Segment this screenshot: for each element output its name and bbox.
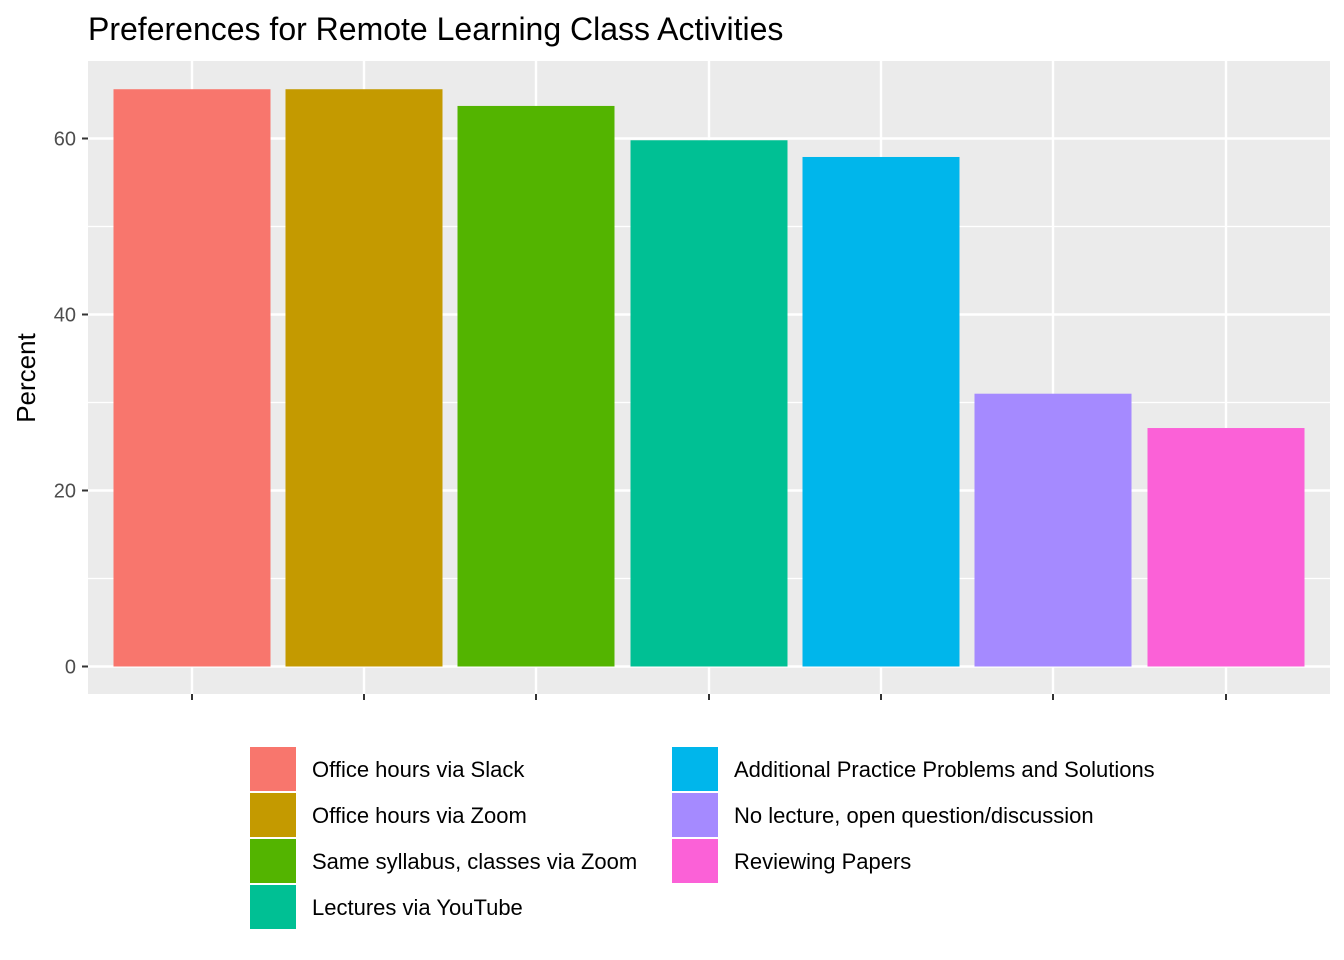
legend-key [250, 885, 296, 929]
legend-label: Lectures via YouTube [312, 895, 523, 920]
bar [974, 393, 1132, 667]
y-axis: 0 20 40 60 [54, 129, 1227, 700]
legend-key [672, 839, 718, 883]
legend-key [250, 793, 296, 837]
legend-label: No lecture, open question/discussion [734, 803, 1094, 828]
legend: Office hours via Slack Office hours via Z… [250, 747, 1155, 929]
bar [285, 89, 443, 667]
legend-key [250, 747, 296, 791]
bar [457, 105, 615, 667]
y-tick-label: 20 [54, 481, 76, 503]
bar [1147, 428, 1305, 667]
bar [113, 89, 271, 667]
legend-label: Same syllabus, classes via Zoom [312, 849, 637, 874]
bars [113, 89, 1305, 667]
y-tick-label: 40 [54, 305, 76, 327]
chart-title: Preferences for Remote Learning Class Ac… [88, 11, 783, 47]
y-axis-label: Percent [11, 332, 41, 422]
legend-label: Reviewing Papers [734, 849, 911, 874]
legend-label: Office hours via Slack [312, 757, 525, 782]
bar [630, 140, 788, 667]
legend-label: Office hours via Zoom [312, 803, 527, 828]
legend-key [250, 839, 296, 883]
y-tick-label: 60 [54, 129, 76, 151]
legend-label: Additional Practice Problems and Solutio… [734, 757, 1155, 782]
y-tick-label: 0 [65, 657, 76, 679]
legend-key [672, 793, 718, 837]
bar [802, 156, 960, 667]
legend-key [672, 747, 718, 791]
